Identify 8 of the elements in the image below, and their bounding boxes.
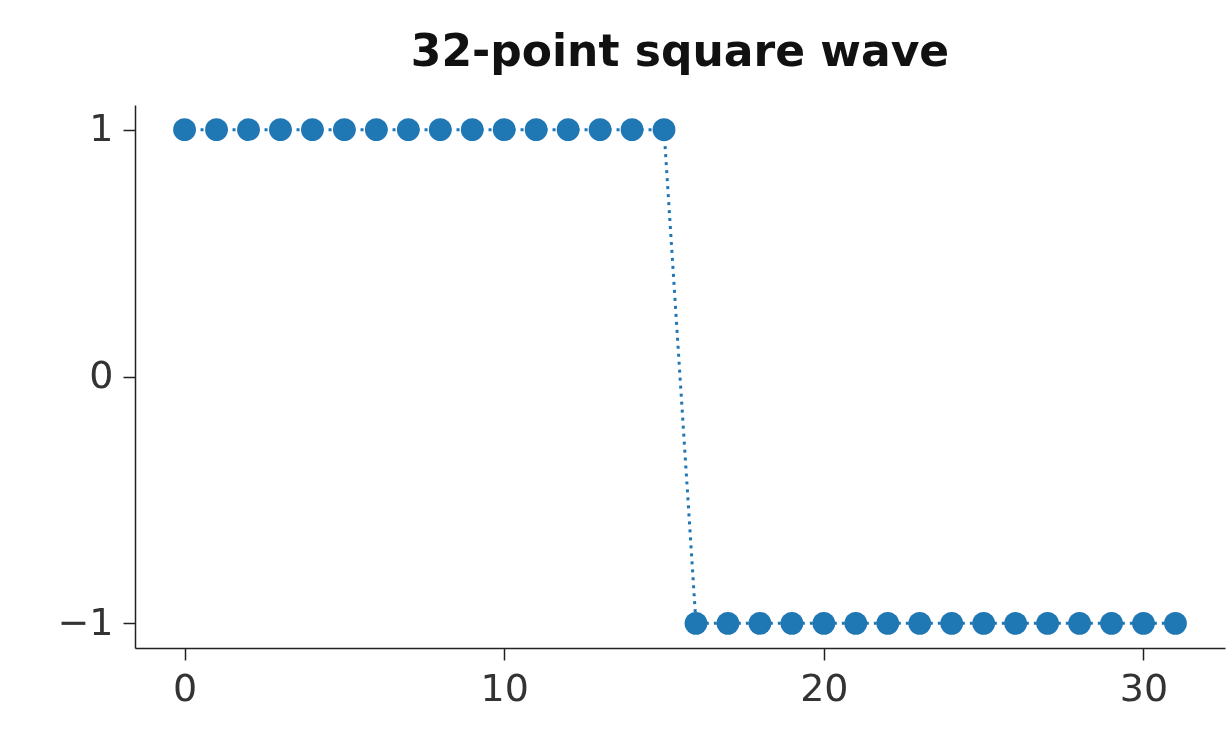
x-tick-label: 0 — [172, 665, 198, 710]
x-tick-label: 10 — [480, 665, 529, 710]
x-tick-label: 30 — [1119, 665, 1169, 710]
y-tick-label: 1 — [89, 106, 114, 151]
chart-title: 32-point square wave — [410, 25, 950, 76]
y-tick-label: 0 — [89, 353, 114, 397]
x-tick-label: 20 — [800, 665, 849, 710]
y-tick-label: −1 — [57, 599, 114, 644]
